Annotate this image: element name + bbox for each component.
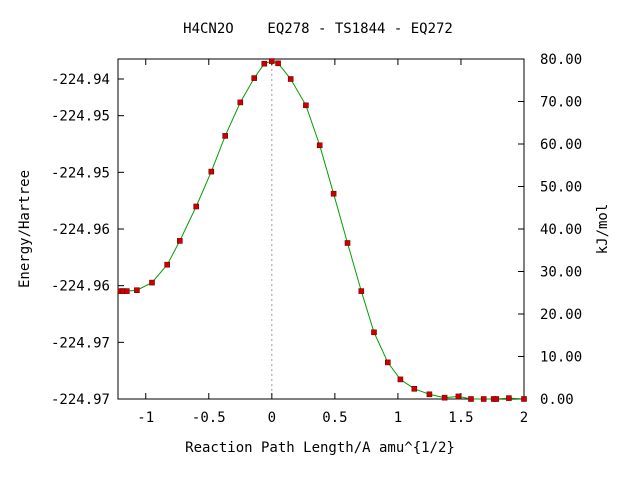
data-point <box>275 60 281 67</box>
right-tick-label: 30.00 <box>540 265 582 281</box>
data-points <box>117 58 527 402</box>
left-tick-label: -224.96 <box>51 222 110 238</box>
right-tick-label: 10.00 <box>540 350 582 366</box>
data-point <box>124 288 130 294</box>
data-point <box>441 394 448 401</box>
left-tick-label: -224.97 <box>51 392 110 408</box>
x-tick-label: -0.5 <box>192 410 226 426</box>
data-point <box>287 76 294 82</box>
data-point <box>193 203 199 210</box>
right-axis-ticks: 0.00 10.00 20.00 30.00 40.00 50.00 60.00 70.00 8… <box>518 52 582 408</box>
data-point <box>384 359 391 366</box>
x-axis-ticks: -1 -0.5 0 0.5 1 1.5 2 <box>137 59 528 426</box>
right-tick-label: 80.00 <box>540 52 582 68</box>
left-tick-label: -224.97 <box>51 335 110 351</box>
data-point <box>208 168 215 175</box>
x-tick-label: 1.5 <box>448 410 473 426</box>
right-tick-label: 0.00 <box>540 392 574 408</box>
right-tick-label: 50.00 <box>540 180 582 196</box>
data-point <box>371 329 377 336</box>
data-point <box>521 396 527 402</box>
left-axis-ticks: -224.97 -224.97 -224.96 -224.96 -224.95 -224.… <box>51 72 124 408</box>
left-tick-label: -224.95 <box>51 165 110 181</box>
data-point <box>134 287 140 294</box>
left-tick-label: -224.96 <box>51 279 110 295</box>
data-point <box>455 393 462 400</box>
data-point <box>237 99 244 106</box>
chart-title: H4CN2O EQ278 - TS1844 - EQ272 <box>183 21 453 37</box>
x-tick-label: 1 <box>394 410 402 426</box>
x-axis-label: Reaction Path Length/A amu^{1/2} <box>185 440 455 456</box>
right-tick-label: 40.00 <box>540 222 582 238</box>
data-point <box>303 102 309 109</box>
right-tick-label: 20.00 <box>540 307 582 323</box>
data-point <box>316 142 323 149</box>
x-tick-label: -1 <box>137 410 154 426</box>
data-point <box>268 58 275 64</box>
data-point <box>164 261 170 268</box>
data-point <box>344 240 351 246</box>
data-point <box>261 60 268 67</box>
energy-curve <box>120 60 525 400</box>
data-point <box>506 395 512 401</box>
data-point <box>397 376 404 383</box>
left-tick-label: -224.95 <box>51 109 110 125</box>
plot-frame <box>117 58 525 400</box>
data-point <box>222 133 228 139</box>
data-point <box>411 385 418 392</box>
data-point <box>251 75 257 81</box>
right-tick-label: 60.00 <box>540 137 582 153</box>
data-point <box>426 391 433 398</box>
data-point <box>480 396 487 402</box>
right-tick-label: 70.00 <box>540 95 582 111</box>
data-point <box>468 396 474 402</box>
x-tick-label: 0.5 <box>322 410 347 426</box>
data-point <box>177 238 183 244</box>
x-tick-label: 0 <box>268 410 276 426</box>
data-point <box>330 190 337 197</box>
x-tick-label: 2 <box>520 410 528 426</box>
data-point <box>149 279 155 286</box>
left-tick-label: -224.94 <box>51 72 110 88</box>
right-axis-label: kJ/mol <box>595 204 611 255</box>
data-point <box>358 288 365 294</box>
data-point <box>493 396 500 402</box>
left-axis-label: Energy/Hartree <box>17 170 33 288</box>
